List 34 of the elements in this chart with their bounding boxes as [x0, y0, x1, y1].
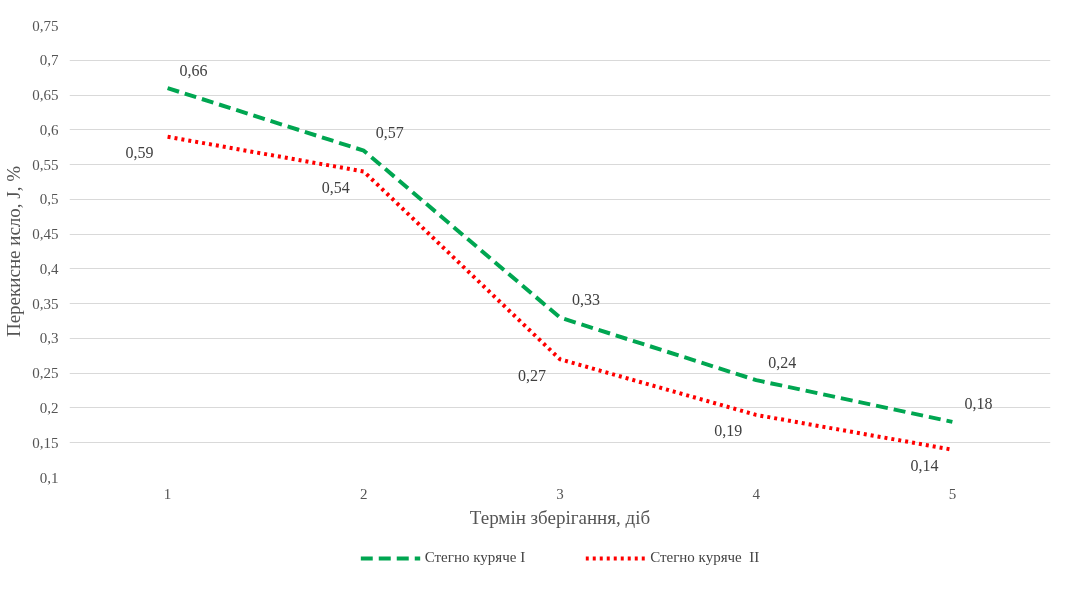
y-tick-label: 0,5	[39, 191, 59, 208]
legend-label: Стегно куряче I	[424, 549, 526, 566]
data-label: 0,57	[375, 124, 404, 142]
y-tick-label: 0,75	[32, 17, 59, 34]
y-tick-label: 0,35	[32, 295, 59, 312]
y-axis-title: Перекисне исло, J, %	[3, 165, 25, 338]
data-label: 0,27	[518, 366, 546, 384]
data-label: 0,66	[179, 61, 208, 79]
x-tick-label: 1	[163, 485, 172, 502]
data-label: 0,18	[964, 395, 993, 413]
x-tick-label: 2	[360, 485, 368, 502]
y-tick-label: 0,65	[32, 87, 59, 104]
y-tick-label: 0,7	[39, 52, 59, 69]
y-tick-label: 0,55	[32, 156, 59, 173]
y-tick-label: 0,25	[32, 365, 59, 382]
y-tick-label: 0,15	[32, 434, 59, 451]
x-axis-title: Термін зберігання, діб	[469, 506, 651, 528]
y-tick-label: 0,6	[39, 121, 59, 138]
y-tick-label: 0,1	[39, 469, 59, 486]
legend-label: Стегно куряче II	[650, 549, 760, 566]
x-tick-label: 5	[948, 485, 957, 502]
x-tick-label: 4	[752, 485, 761, 502]
data-label: 0,24	[768, 353, 797, 371]
line-series	[165, 86, 955, 424]
y-tick-label: 0,2	[39, 399, 59, 416]
y-tick-label: 0,45	[32, 226, 59, 243]
data-label: 0,54	[321, 179, 350, 197]
y-tick-label: 0,4	[39, 260, 59, 277]
y-tick-label: 0,3	[39, 330, 59, 347]
data-label: 0,59	[125, 144, 154, 162]
data-label: 0,33	[572, 291, 600, 309]
data-label: 0,14	[910, 457, 939, 475]
data-label: 0,19	[714, 422, 743, 440]
x-tick-label: 3	[556, 485, 564, 502]
